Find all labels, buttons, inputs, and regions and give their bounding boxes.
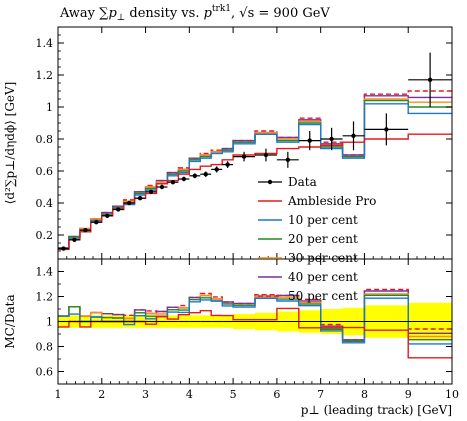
legend-label: 30 per cent: [288, 251, 358, 265]
data-point: [351, 133, 356, 138]
y-tick-label-main: 1.4: [36, 37, 54, 50]
ratio-panel: 1 2 3 4 5 6 7 8 9 10 0.6 0.8 1 1.2 1.4: [36, 258, 459, 401]
data-point: [137, 196, 143, 201]
data-point: [329, 136, 334, 142]
legend-entry: 30 per cent: [258, 251, 358, 265]
data-point: [225, 162, 230, 167]
x-tick-label: 4: [186, 388, 193, 401]
legend-entry: 10 per cent: [258, 213, 358, 227]
main-panel-ticks: 0.2 0.4 0.6 0.8 1 1.2 1.4: [36, 27, 453, 259]
y-tick-label-ratio: 1.2: [36, 291, 54, 304]
series-line-10-per-cent: [58, 103, 452, 249]
x-tick-label: 10: [445, 388, 459, 401]
data-point: [307, 138, 312, 143]
series-line-30-per-cent: [58, 98, 452, 249]
y-tick-label-main: 0.4: [36, 197, 54, 210]
data-point: [115, 207, 121, 212]
legend-entry: Ambleside Pro: [258, 194, 376, 208]
series-line-40-per-cent: [58, 95, 452, 249]
data-point: [61, 246, 66, 251]
x-tick-label: 9: [405, 388, 412, 401]
legend: Data Ambleside Pro 10 per cent 20 per cent 3…: [258, 175, 376, 303]
legend-entry: 20 per cent: [258, 232, 358, 246]
data-point: [148, 189, 154, 194]
legend-label: 10 per cent: [288, 213, 358, 227]
data-point: [181, 176, 187, 182]
y-axis-label-main: ⟨d²∑p⊥/dηdϕ⟩ [GeV]: [3, 82, 17, 205]
data-point: [94, 220, 99, 225]
y-tick-label-main: 1.2: [36, 69, 54, 82]
data-point: [126, 200, 132, 206]
data-point: [263, 152, 269, 158]
legend-entry-data: Data: [258, 175, 317, 189]
x-tick-label: 3: [142, 388, 149, 401]
data-point: [159, 184, 165, 190]
y-tick-label-main: 0.8: [36, 133, 54, 146]
data-point: [72, 237, 77, 242]
y-tick-label-ratio: 1.4: [36, 266, 54, 279]
main-panel: 0.2 0.4 0.6 0.8 1 1.2 1.4: [36, 26, 453, 260]
data-point: [285, 157, 291, 162]
data-point: [427, 77, 433, 83]
series-line-50-per-cent: [58, 90, 452, 249]
y-tick-label-ratio: 0.6: [36, 366, 54, 379]
legend-label: 50 per cent: [288, 289, 358, 303]
ratio-panel-ticks: 1 2 3 4 5 6 7 8 9 10 0.6 0.8 1 1.2 1.4: [36, 259, 459, 401]
data-point: [241, 154, 247, 159]
main-panel-series: [58, 90, 452, 251]
x-tick-label: 5: [230, 388, 237, 401]
legend-label: 20 per cent: [288, 232, 358, 246]
y-tick-label-main: 0.2: [36, 229, 54, 242]
x-tick-label: 7: [317, 388, 324, 401]
ratio-series: [58, 288, 452, 359]
data-point: [105, 213, 110, 218]
y-axis-label-ratio: MC/Data: [3, 294, 17, 348]
y-tick-label-main: 1: [46, 101, 53, 114]
series-line-20-per-cent: [58, 99, 452, 249]
data-point: [170, 180, 176, 185]
data-point: [214, 167, 219, 172]
data-point: [192, 173, 198, 178]
legend-label: 40 per cent: [288, 270, 358, 284]
y-tick-label-ratio: 0.8: [36, 341, 54, 354]
ratio-panel-frame: [57, 258, 453, 385]
x-tick-label: 8: [361, 388, 368, 401]
y-tick-label-ratio: 1: [46, 316, 53, 329]
legend-label: Ambleside Pro: [287, 194, 376, 208]
ratio-line-10-per-cent: [58, 297, 452, 345]
x-axis-label: p⊥ (leading track) [GeV]: [301, 403, 452, 417]
series-line-ambleside-pro: [58, 133, 452, 251]
main-panel-data-points: [58, 52, 452, 251]
legend-label: Data: [288, 175, 317, 189]
data-point: [203, 172, 208, 177]
data-point: [384, 127, 389, 132]
x-tick-label: 6: [273, 388, 280, 401]
data-point: [83, 228, 88, 233]
x-tick-label: 2: [98, 388, 105, 401]
y-tick-label-main: 0.6: [36, 165, 54, 178]
chart-title: Away ∑p⊥ density vs. ptrk1, √s = 900 GeV: [59, 4, 330, 23]
x-tick-label: 1: [55, 388, 62, 401]
legend-entry: 40 per cent: [258, 270, 358, 284]
legend-entry: 50 per cent: [258, 289, 358, 303]
